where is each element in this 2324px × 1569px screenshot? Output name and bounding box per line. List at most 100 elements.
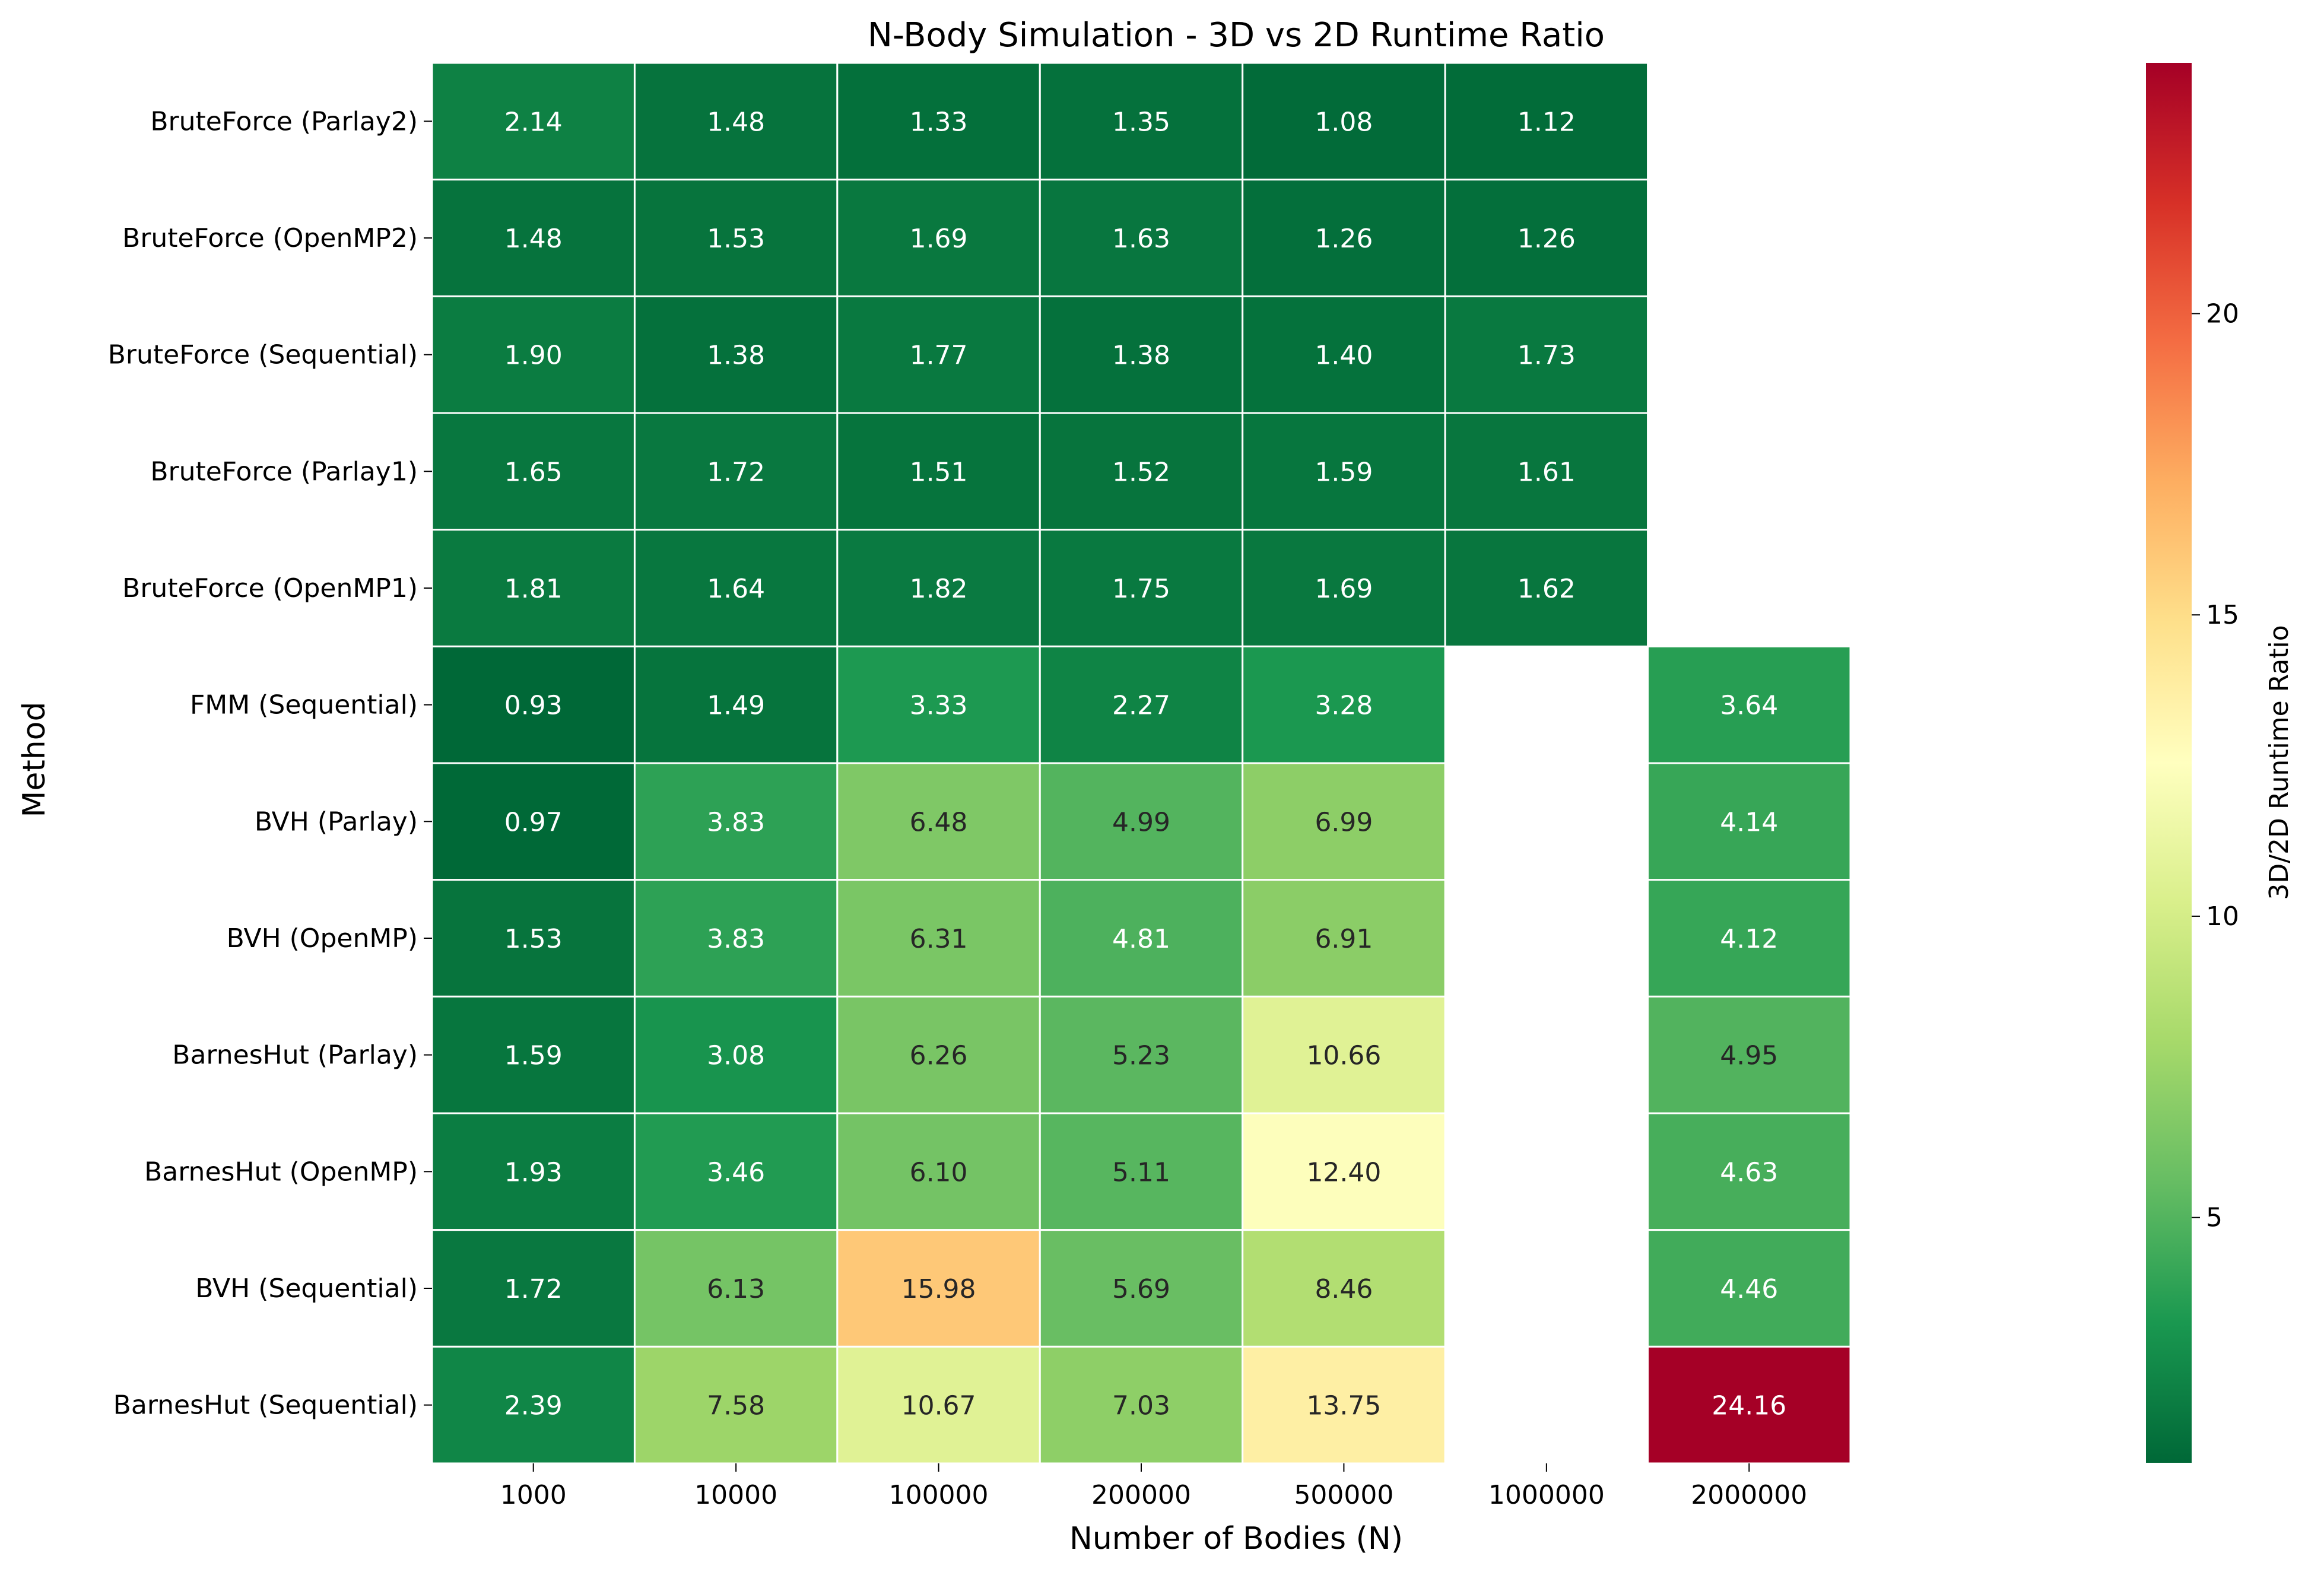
heatmap-cell bbox=[431, 1112, 636, 1231]
heatmap-cell bbox=[1039, 529, 1244, 647]
heatmap-cell bbox=[633, 179, 839, 297]
colorbar-label: 3D/2D Runtime Ratio bbox=[2264, 625, 2294, 900]
heatmap-cell bbox=[1039, 762, 1244, 881]
cell-value-label: 1.72 bbox=[504, 1274, 563, 1304]
cell-value-label: 3.83 bbox=[707, 924, 765, 954]
cell-value-label: 1.90 bbox=[504, 341, 563, 371]
cell-value-label: 3.46 bbox=[707, 1157, 765, 1187]
cell-value-label: 15.98 bbox=[901, 1274, 976, 1304]
cell-value-label: 13.75 bbox=[1306, 1391, 1381, 1421]
cell-value-label: 3.28 bbox=[1315, 691, 1373, 721]
cell-value-label: 1.73 bbox=[1517, 341, 1576, 371]
cell-value-label: 1.48 bbox=[504, 224, 563, 254]
heatmap-cell bbox=[633, 295, 839, 414]
heatmap-cell bbox=[1242, 1112, 1446, 1231]
y-tick-label: BVH (Parlay) bbox=[255, 806, 418, 837]
heatmap-cell bbox=[431, 62, 636, 181]
heatmap-cell bbox=[431, 645, 636, 764]
cell-value-label: 1.64 bbox=[707, 574, 765, 604]
cell-value-label: 7.03 bbox=[1112, 1391, 1170, 1421]
heatmap-cell bbox=[633, 762, 839, 881]
cell-value-label: 7.58 bbox=[707, 1391, 765, 1421]
heatmap-cell bbox=[1039, 1345, 1244, 1465]
cell-value-label: 1.75 bbox=[1112, 574, 1170, 604]
cell-value-label: 4.81 bbox=[1112, 924, 1170, 954]
y-tick-label: BruteForce (OpenMP2) bbox=[122, 223, 418, 253]
cell-value-label: 5.69 bbox=[1112, 1274, 1170, 1304]
heatmap-cell bbox=[431, 762, 636, 881]
cell-value-label: 1.52 bbox=[1112, 457, 1170, 487]
heatmap-cell bbox=[1647, 995, 1852, 1114]
cell-value-label: 10.67 bbox=[901, 1391, 976, 1421]
cell-value-label: 1.63 bbox=[1112, 224, 1170, 254]
cell-value-label: 1.77 bbox=[910, 341, 968, 371]
heatmap-cell bbox=[836, 412, 1041, 531]
cell-value-label: 5.23 bbox=[1112, 1041, 1170, 1071]
heatmap-cell bbox=[633, 1345, 839, 1465]
y-tick-label: BruteForce (OpenMP1) bbox=[122, 573, 418, 604]
cell-value-label: 3.64 bbox=[1720, 691, 1778, 721]
heatmap-cell bbox=[836, 529, 1041, 647]
cell-value-label: 6.48 bbox=[910, 807, 968, 837]
x-tick-label: 2000000 bbox=[1691, 1480, 1807, 1510]
chart-title: N-Body Simulation - 3D vs 2D Runtime Rat… bbox=[868, 16, 1605, 55]
cell-value-label: 1.26 bbox=[1517, 224, 1576, 254]
cell-value-label: 1.81 bbox=[504, 574, 563, 604]
colorbar-ticks: 5 10 15 20 bbox=[2192, 298, 2239, 1233]
cell-value-label: 6.10 bbox=[910, 1157, 968, 1187]
x-tick-label: 200000 bbox=[1091, 1480, 1191, 1510]
cell-value-label: 6.31 bbox=[910, 924, 968, 954]
cell-value-label: 10.66 bbox=[1306, 1041, 1381, 1071]
cell-value-label: 2.14 bbox=[504, 107, 563, 137]
x-tick-label: 500000 bbox=[1294, 1480, 1393, 1510]
y-tick-label: BruteForce (Sequential) bbox=[108, 340, 418, 370]
y-tick-label: BruteForce (Parlay2) bbox=[150, 106, 418, 136]
y-tick-label: BarnesHut (Sequential) bbox=[113, 1390, 418, 1421]
heatmap-cell bbox=[1039, 412, 1244, 531]
colorbar-tick-label: 5 bbox=[2206, 1203, 2223, 1233]
colorbar-tick-label: 15 bbox=[2206, 600, 2239, 630]
cell-value-label: 1.72 bbox=[707, 457, 765, 487]
y-tick-label: BarnesHut (OpenMP) bbox=[144, 1157, 418, 1187]
heatmap-cell bbox=[633, 412, 839, 531]
x-tick-labels: 1000 10000 100000 200000 500000 1000000 200000… bbox=[500, 1463, 1807, 1510]
cell-value-label: 2.27 bbox=[1112, 691, 1170, 721]
heatmap-cell bbox=[431, 295, 636, 414]
heatmap-cell bbox=[1647, 645, 1852, 764]
cell-value-label: 1.93 bbox=[504, 1157, 563, 1187]
cell-value-label: 1.38 bbox=[1112, 341, 1170, 371]
cell-value-label: 5.11 bbox=[1112, 1157, 1170, 1187]
y-tick-label: BVH (OpenMP) bbox=[227, 923, 418, 954]
x-tick-label: 10000 bbox=[694, 1480, 777, 1510]
heatmap-cell bbox=[836, 62, 1041, 181]
cell-value-label: 6.13 bbox=[707, 1274, 765, 1304]
heatmap-cell bbox=[1242, 1229, 1446, 1348]
heatmap-cell bbox=[1039, 62, 1244, 181]
colorbar-gradient bbox=[2146, 63, 2192, 1463]
heatmap-cell bbox=[1444, 295, 1649, 414]
heatmap-cell bbox=[431, 529, 636, 647]
x-tick-label: 1000000 bbox=[1488, 1480, 1605, 1510]
cell-value-label: 1.61 bbox=[1517, 457, 1576, 487]
heatmap-cell bbox=[431, 1345, 636, 1465]
heatmap-cell bbox=[431, 995, 636, 1114]
heatmap-cell bbox=[836, 995, 1041, 1114]
heatmap-cell bbox=[836, 879, 1041, 998]
cell-value-label: 6.99 bbox=[1315, 807, 1373, 837]
heatmap-cell bbox=[1039, 1229, 1244, 1348]
cell-value-label: 0.97 bbox=[504, 807, 563, 837]
heatmap-cell bbox=[633, 995, 839, 1114]
heatmap-cell bbox=[1444, 179, 1649, 297]
heatmap-cell bbox=[836, 1112, 1041, 1231]
colorbar: 5 10 15 20 3D/2D Runtime Ratio bbox=[2146, 63, 2294, 1463]
cell-value-label: 1.49 bbox=[707, 691, 765, 721]
heatmap-cell bbox=[1242, 62, 1446, 181]
cell-value-label: 4.12 bbox=[1720, 924, 1778, 954]
cell-value-label: 1.38 bbox=[707, 341, 765, 371]
heatmap-cell bbox=[1647, 762, 1852, 881]
cell-value-label: 6.26 bbox=[910, 1041, 968, 1071]
cell-value-label: 1.69 bbox=[1315, 574, 1373, 604]
x-tick-label: 1000 bbox=[500, 1480, 567, 1510]
cell-value-label: 1.26 bbox=[1315, 224, 1373, 254]
heatmap-cell bbox=[1647, 1229, 1852, 1348]
